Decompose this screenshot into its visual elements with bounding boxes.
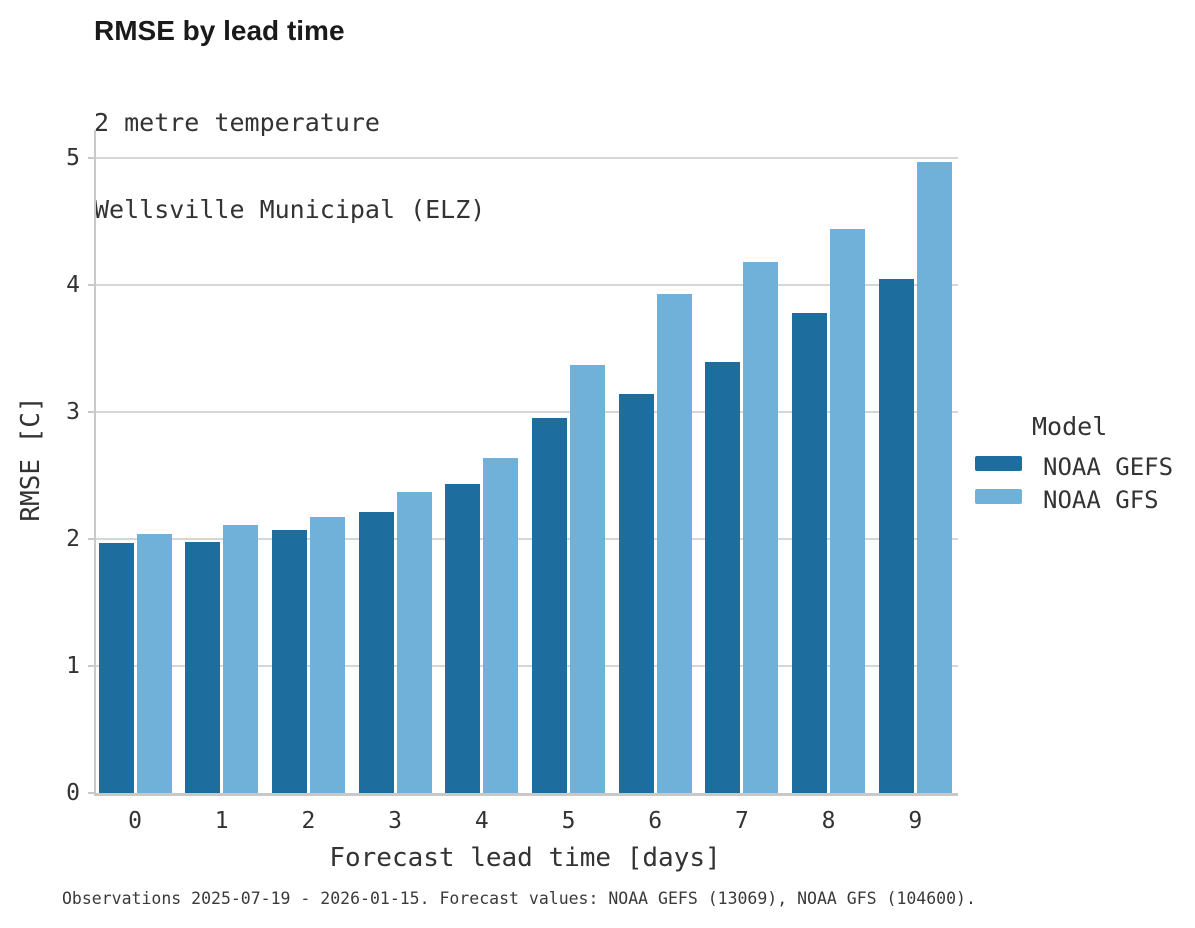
y-tickmark-5: [88, 156, 94, 159]
x-tick-label-6: 6: [648, 808, 663, 834]
bar-noaa-gefs-day-9: [878, 278, 914, 793]
bar-noaa-gfs-day-8: [830, 229, 866, 793]
x-tick-label-2: 2: [301, 808, 316, 834]
gridline-y-2: [96, 537, 958, 540]
bar-noaa-gfs-day-9: [916, 161, 952, 793]
x-tick-label-3: 3: [388, 808, 403, 834]
bar-noaa-gfs-day-0: [136, 533, 172, 793]
bar-noaa-gefs-day-4: [445, 484, 481, 793]
x-tick-label-0: 0: [128, 808, 142, 834]
legend-label-noaa-gfs: NOAA GFS: [1043, 486, 1159, 514]
gridline-y-4: [96, 283, 958, 286]
bar-noaa-gefs-day-6: [618, 394, 654, 793]
chart-subtitle: 2 metre temperature Wellsville Municipal…: [94, 50, 485, 282]
x-tick-label-8: 8: [821, 808, 836, 834]
bar-noaa-gfs-day-4: [483, 457, 519, 793]
y-tickmark-2: [88, 537, 94, 540]
y-tick-label-3: 3: [66, 398, 80, 425]
y-tick-label-5: 5: [66, 144, 80, 171]
x-tick-label-1: 1: [214, 808, 229, 834]
y-tickmark-1: [88, 665, 94, 667]
bar-noaa-gfs-day-5: [570, 364, 605, 793]
bar-noaa-gefs-day-3: [358, 512, 394, 793]
x-tick-label-9: 9: [908, 808, 923, 834]
y-tickmark-0: [88, 792, 94, 794]
y-tick-label-1: 1: [66, 653, 80, 679]
x-tick-label-7: 7: [734, 808, 749, 834]
y-tickmark-3: [88, 410, 94, 413]
chart-subtitle-line-1: 2 metre temperature: [94, 108, 380, 137]
x-tick-label-5: 5: [561, 808, 576, 834]
plot-area: 0 1 2 3 4 5: [66, 130, 958, 806]
legend-swatch-noaa-gefs: [975, 456, 1022, 471]
bar-noaa-gfs-day-6: [656, 293, 692, 793]
caption: Observations 2025-07-19 - 2026-01-15. Fo…: [62, 889, 976, 908]
y-tick-label-0: 0: [66, 780, 80, 806]
gridline-y-3: [96, 410, 958, 413]
gridline-y-1: [96, 665, 958, 667]
bar-noaa-gefs-day-1: [185, 541, 221, 793]
y-tick-label-2: 2: [66, 525, 80, 552]
bar-noaa-gfs-day-7: [743, 262, 779, 793]
legend-label-noaa-gefs: NOAA GEFS: [1043, 453, 1174, 481]
chart-subtitle-line-2: Wellsville Municipal (ELZ): [94, 195, 486, 224]
legend-title: Model: [1032, 412, 1108, 441]
y-tickmark-4: [88, 283, 94, 286]
bar-noaa-gefs-day-2: [271, 530, 307, 793]
bar-noaa-gfs-day-2: [309, 517, 345, 793]
bar-noaa-gefs-day-0: [98, 542, 134, 793]
x-tick-label-4: 4: [474, 808, 489, 834]
gridline-y-5: [96, 156, 958, 159]
bar-noaa-gefs-day-7: [705, 362, 741, 793]
chart-title: RMSE by lead time: [94, 15, 345, 46]
bar-noaa-gfs-day-1: [223, 525, 259, 793]
bar-noaa-gefs-day-5: [532, 418, 567, 793]
y-tick-label-4: 4: [66, 271, 80, 298]
bar-noaa-gfs-day-3: [396, 491, 432, 793]
x-axis-title: Forecast lead time [days]: [329, 843, 721, 873]
bar-noaa-gefs-day-8: [792, 312, 828, 793]
legend-swatch-noaa-gfs: [975, 489, 1022, 504]
